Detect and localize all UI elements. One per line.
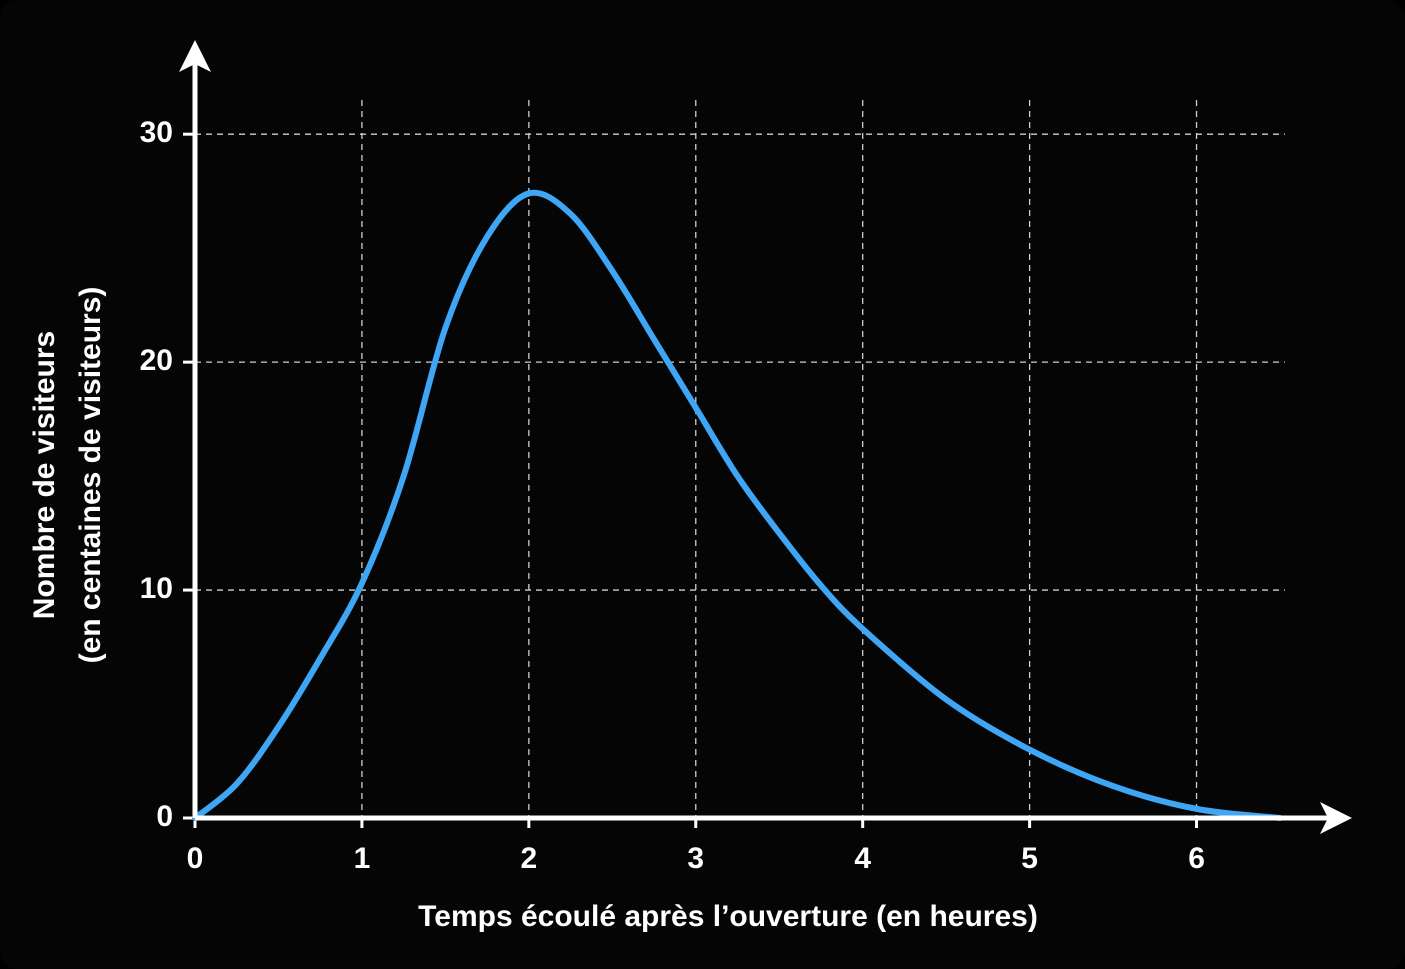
x-tick-label: 3 xyxy=(687,842,704,875)
y-axis-label: Nombre de visiteurs (en centaines de vis… xyxy=(28,287,107,664)
x-axis-arrow xyxy=(1320,802,1352,834)
x-tick-label: 6 xyxy=(1188,842,1205,875)
x-tick-label: 5 xyxy=(1021,842,1038,875)
line-series xyxy=(192,189,1283,821)
y-tick-label: 10 xyxy=(140,572,173,605)
x-tick-label: 1 xyxy=(354,842,371,875)
y-tick-label: 0 xyxy=(156,800,173,833)
x-tick-label: 4 xyxy=(854,842,871,875)
y-tick-label: 20 xyxy=(140,344,173,377)
x-axis-label: Temps écoulé après l’ouverture (en heure… xyxy=(418,900,1038,933)
y-axis-label-line: (en centaines de visiteurs) xyxy=(74,287,107,664)
y-axis-arrow xyxy=(179,40,211,72)
x-tick-label: 2 xyxy=(521,842,538,875)
y-axis-label-line: Nombre de visiteurs xyxy=(28,331,61,619)
axes xyxy=(179,40,1352,834)
x-tick-label: 0 xyxy=(187,842,204,875)
y-tick-label: 30 xyxy=(140,116,173,149)
grid xyxy=(195,100,1285,818)
